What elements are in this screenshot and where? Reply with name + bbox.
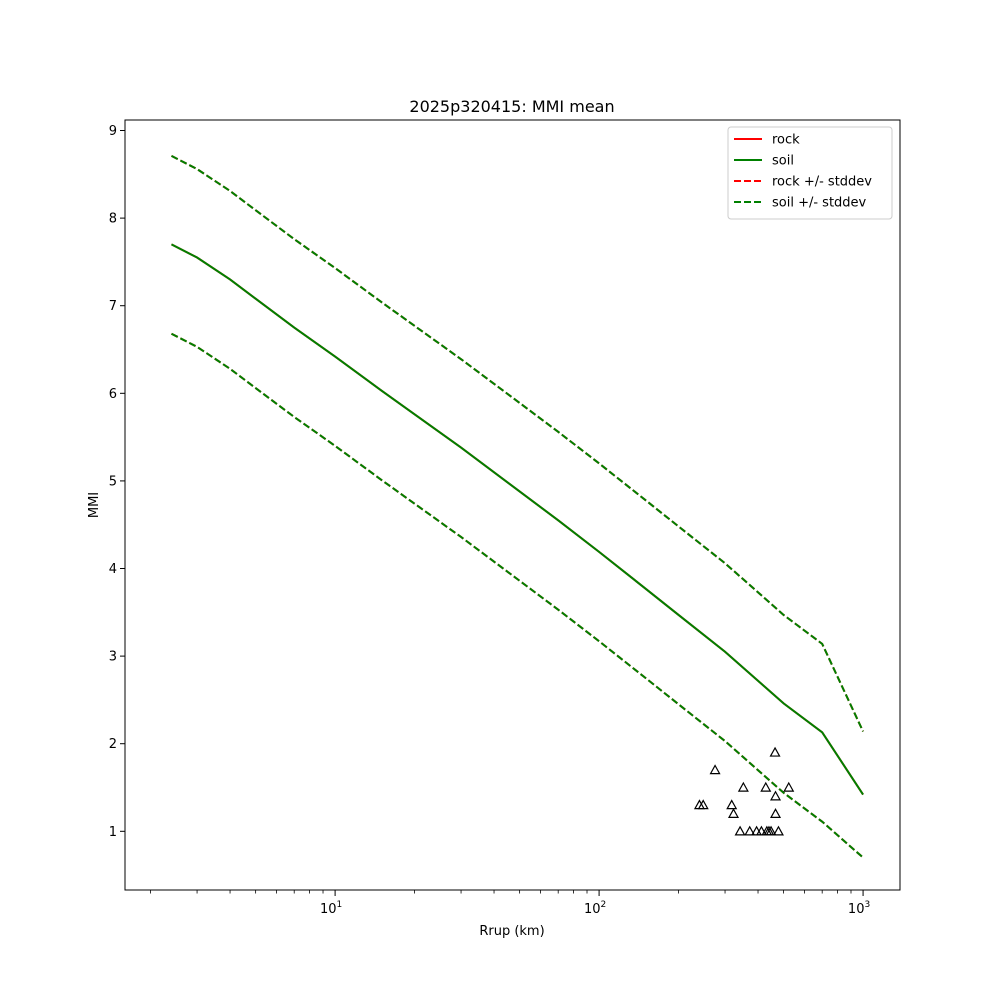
y-axis-label: MMI bbox=[87, 492, 102, 518]
legend-label: soil +/- stddev bbox=[772, 196, 867, 211]
y-tick-label: 5 bbox=[109, 474, 117, 489]
observation-point bbox=[727, 808, 740, 818]
observation-point bbox=[760, 781, 772, 792]
y-tick-label: 8 bbox=[109, 212, 117, 227]
x-tick-label: 101 bbox=[320, 900, 342, 917]
y-tick-label: 1 bbox=[109, 825, 117, 840]
y-axis: 1 2 3 4 5 6 7 8 9 bbox=[109, 124, 125, 840]
x-tick-label: 103 bbox=[848, 900, 870, 917]
observation-point bbox=[737, 781, 749, 792]
plot-area bbox=[171, 155, 864, 859]
x-tick-label: 102 bbox=[584, 900, 606, 917]
observation-point bbox=[765, 825, 777, 836]
y-tick-label: 3 bbox=[109, 650, 117, 665]
observation-point bbox=[783, 781, 795, 792]
y-tick-label: 7 bbox=[109, 299, 117, 314]
series-line-soil-stddev-lower bbox=[171, 332, 864, 859]
observation-point bbox=[769, 746, 781, 757]
legend-label: soil bbox=[772, 154, 794, 169]
observation-point bbox=[770, 808, 782, 818]
observation-point bbox=[770, 790, 782, 801]
observation-point bbox=[755, 825, 767, 836]
legend-label: rock bbox=[772, 133, 800, 148]
legend-box bbox=[727, 126, 893, 220]
chart-title: 2025p320415: MMI mean bbox=[409, 97, 614, 116]
x-axis-label: Rrup (km) bbox=[479, 924, 544, 939]
observation-point bbox=[709, 764, 721, 775]
observation-point bbox=[726, 799, 738, 810]
y-tick-label: 2 bbox=[109, 737, 117, 752]
series-line-soil bbox=[171, 243, 864, 796]
observation-point bbox=[744, 825, 756, 836]
series-line-soil-stddev-upper bbox=[171, 155, 864, 732]
observation-point bbox=[697, 799, 709, 810]
legend: rock soil rock +/- stddev soil +/- stddev bbox=[727, 126, 893, 220]
x-axis: 101 102 103 bbox=[150, 890, 870, 917]
legend-label: rock +/- stddev bbox=[772, 175, 872, 190]
y-tick-label: 4 bbox=[109, 562, 117, 577]
observation-point bbox=[734, 825, 746, 836]
observation-point bbox=[772, 825, 784, 836]
y-tick-label: 9 bbox=[109, 124, 117, 139]
y-tick-label: 6 bbox=[109, 387, 117, 402]
plot-frame bbox=[124, 119, 901, 891]
